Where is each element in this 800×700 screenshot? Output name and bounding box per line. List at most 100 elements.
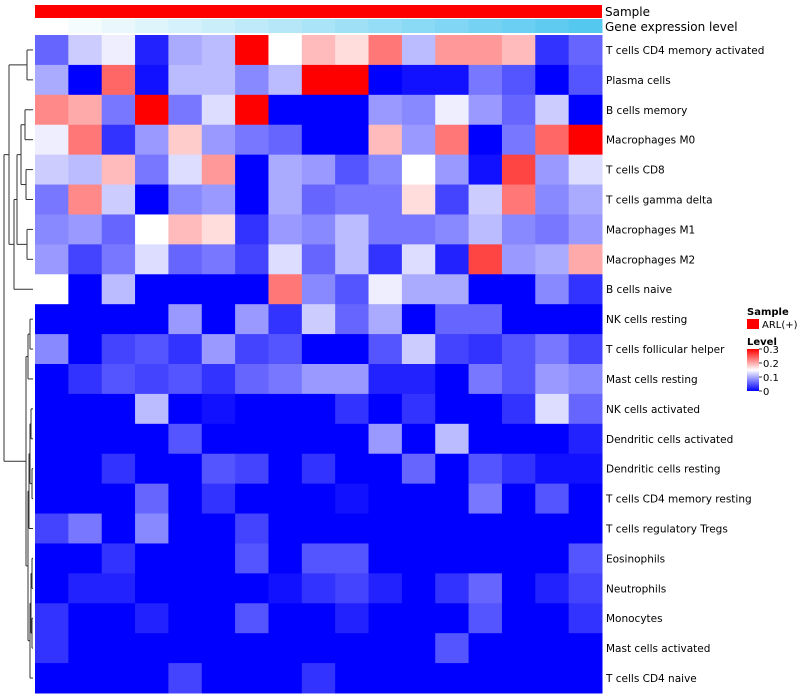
heatmap-cell: [168, 154, 203, 186]
row-label: Eosinophils: [606, 553, 665, 565]
heatmap-cell: [168, 573, 203, 604]
heatmap-cell: [468, 64, 503, 96]
heatmap-cell: [168, 64, 203, 96]
heatmap-cell: [101, 483, 136, 515]
heatmap-cell: [301, 304, 336, 335]
heatmap-cell: [401, 543, 436, 574]
heatmap-cell: [535, 124, 570, 156]
heatmap-cell: [401, 663, 436, 694]
heatmap-cell: [401, 573, 436, 604]
heatmap-cell: [368, 453, 403, 485]
heatmap-cell: [201, 573, 236, 604]
heatmap-cell: [468, 364, 503, 395]
row-label: Macrophages M1: [606, 224, 695, 236]
heatmap-cell: [235, 483, 269, 515]
heatmap-cell: [201, 64, 236, 96]
heatmap-cell: [568, 334, 603, 365]
heatmap-cell: [501, 573, 536, 604]
heatmap-cell: [568, 64, 603, 96]
heatmap-cell: [468, 274, 503, 305]
heatmap-cell: [168, 393, 203, 425]
heatmap-cell: [35, 35, 69, 66]
heatmap-cell: [101, 393, 136, 425]
heatmap-cell: [35, 124, 69, 156]
heatmap-cell: [35, 393, 69, 425]
heatmap-cell: [368, 304, 403, 335]
heatmap-cell: [335, 513, 370, 544]
expression-track-cell: [35, 19, 69, 33]
heatmap-cell: [535, 154, 570, 186]
heatmap-cell: [435, 453, 470, 485]
heatmap-cell: [568, 453, 603, 485]
heatmap-cell: [201, 633, 236, 664]
heatmap-cell: [268, 154, 303, 186]
heatmap-cell: [135, 154, 169, 186]
heatmap-cell: [368, 35, 403, 66]
heatmap-cell: [501, 244, 536, 275]
heatmap-cell: [201, 304, 236, 335]
heatmap-cell: [201, 423, 236, 455]
heatmap-cell: [168, 364, 203, 395]
heatmap-cell: [501, 663, 536, 694]
heatmap-cell: [401, 214, 436, 245]
heatmap-cell: [301, 453, 336, 485]
heatmap-cell: [568, 184, 603, 215]
heatmap-cell: [435, 94, 470, 126]
heatmap-cell: [268, 364, 303, 395]
heatmap-cell: [468, 304, 503, 335]
heatmap-cell: [301, 124, 336, 156]
expression-track-cell: [268, 19, 303, 33]
heatmap-cell: [535, 364, 570, 395]
legend-tick-label: 0.3: [763, 345, 779, 356]
heatmap-cell: [368, 364, 403, 395]
heatmap-cell: [135, 513, 169, 544]
heatmap-cell: [401, 483, 436, 515]
heatmap-cell: [535, 543, 570, 574]
heatmap-cell: [168, 244, 203, 275]
heatmap-cell: [435, 35, 470, 66]
heatmap-cell: [301, 94, 336, 126]
expression-track-cell: [101, 19, 136, 33]
heatmap-cell: [68, 453, 103, 485]
heatmap-cell: [468, 35, 503, 66]
heatmap-cell: [301, 364, 336, 395]
heatmap-cell: [335, 663, 370, 694]
heatmap-cell: [68, 94, 103, 126]
heatmap-cell: [201, 663, 236, 694]
heatmap-cell: [268, 633, 303, 664]
heatmap-cell: [335, 543, 370, 574]
heatmap-cell: [168, 543, 203, 574]
heatmap-cell: [68, 364, 103, 395]
heatmap-cell: [535, 244, 570, 275]
heatmap-cell: [301, 334, 336, 365]
heatmap-cell: [135, 304, 169, 335]
heatmap-cell: [201, 334, 236, 365]
heatmap-cell: [101, 244, 136, 275]
heatmap-cell: [268, 244, 303, 275]
heatmap-cell: [301, 513, 336, 544]
heatmap-cell: [35, 423, 69, 455]
heatmap-cell: [535, 64, 570, 96]
heatmap-cell: [301, 663, 336, 694]
heatmap-cell: [201, 184, 236, 215]
heatmap-cell: [68, 573, 103, 604]
heatmap-cell: [501, 513, 536, 544]
expression-track-cell: [435, 19, 470, 33]
heatmap-cell: [268, 483, 303, 515]
heatmap-cell: [301, 154, 336, 186]
heatmap-cell: [535, 423, 570, 455]
heatmap-cell: [368, 543, 403, 574]
heatmap-cell: [68, 304, 103, 335]
heatmap-cell: [101, 423, 136, 455]
heatmap-cell: [468, 483, 503, 515]
heatmap-cell: [235, 35, 269, 66]
heatmap-cell: [468, 603, 503, 634]
heatmap-cell: [201, 603, 236, 634]
heatmap-cell: [435, 304, 470, 335]
heatmap-cell: [68, 543, 103, 574]
legend: Sample ARL(+) Level 0.3 0.2 0.1 0: [747, 307, 798, 398]
heatmap-cell: [235, 64, 269, 96]
heatmap-cell: [568, 364, 603, 395]
heatmap-cell: [435, 244, 470, 275]
heatmap-cell: [168, 274, 203, 305]
